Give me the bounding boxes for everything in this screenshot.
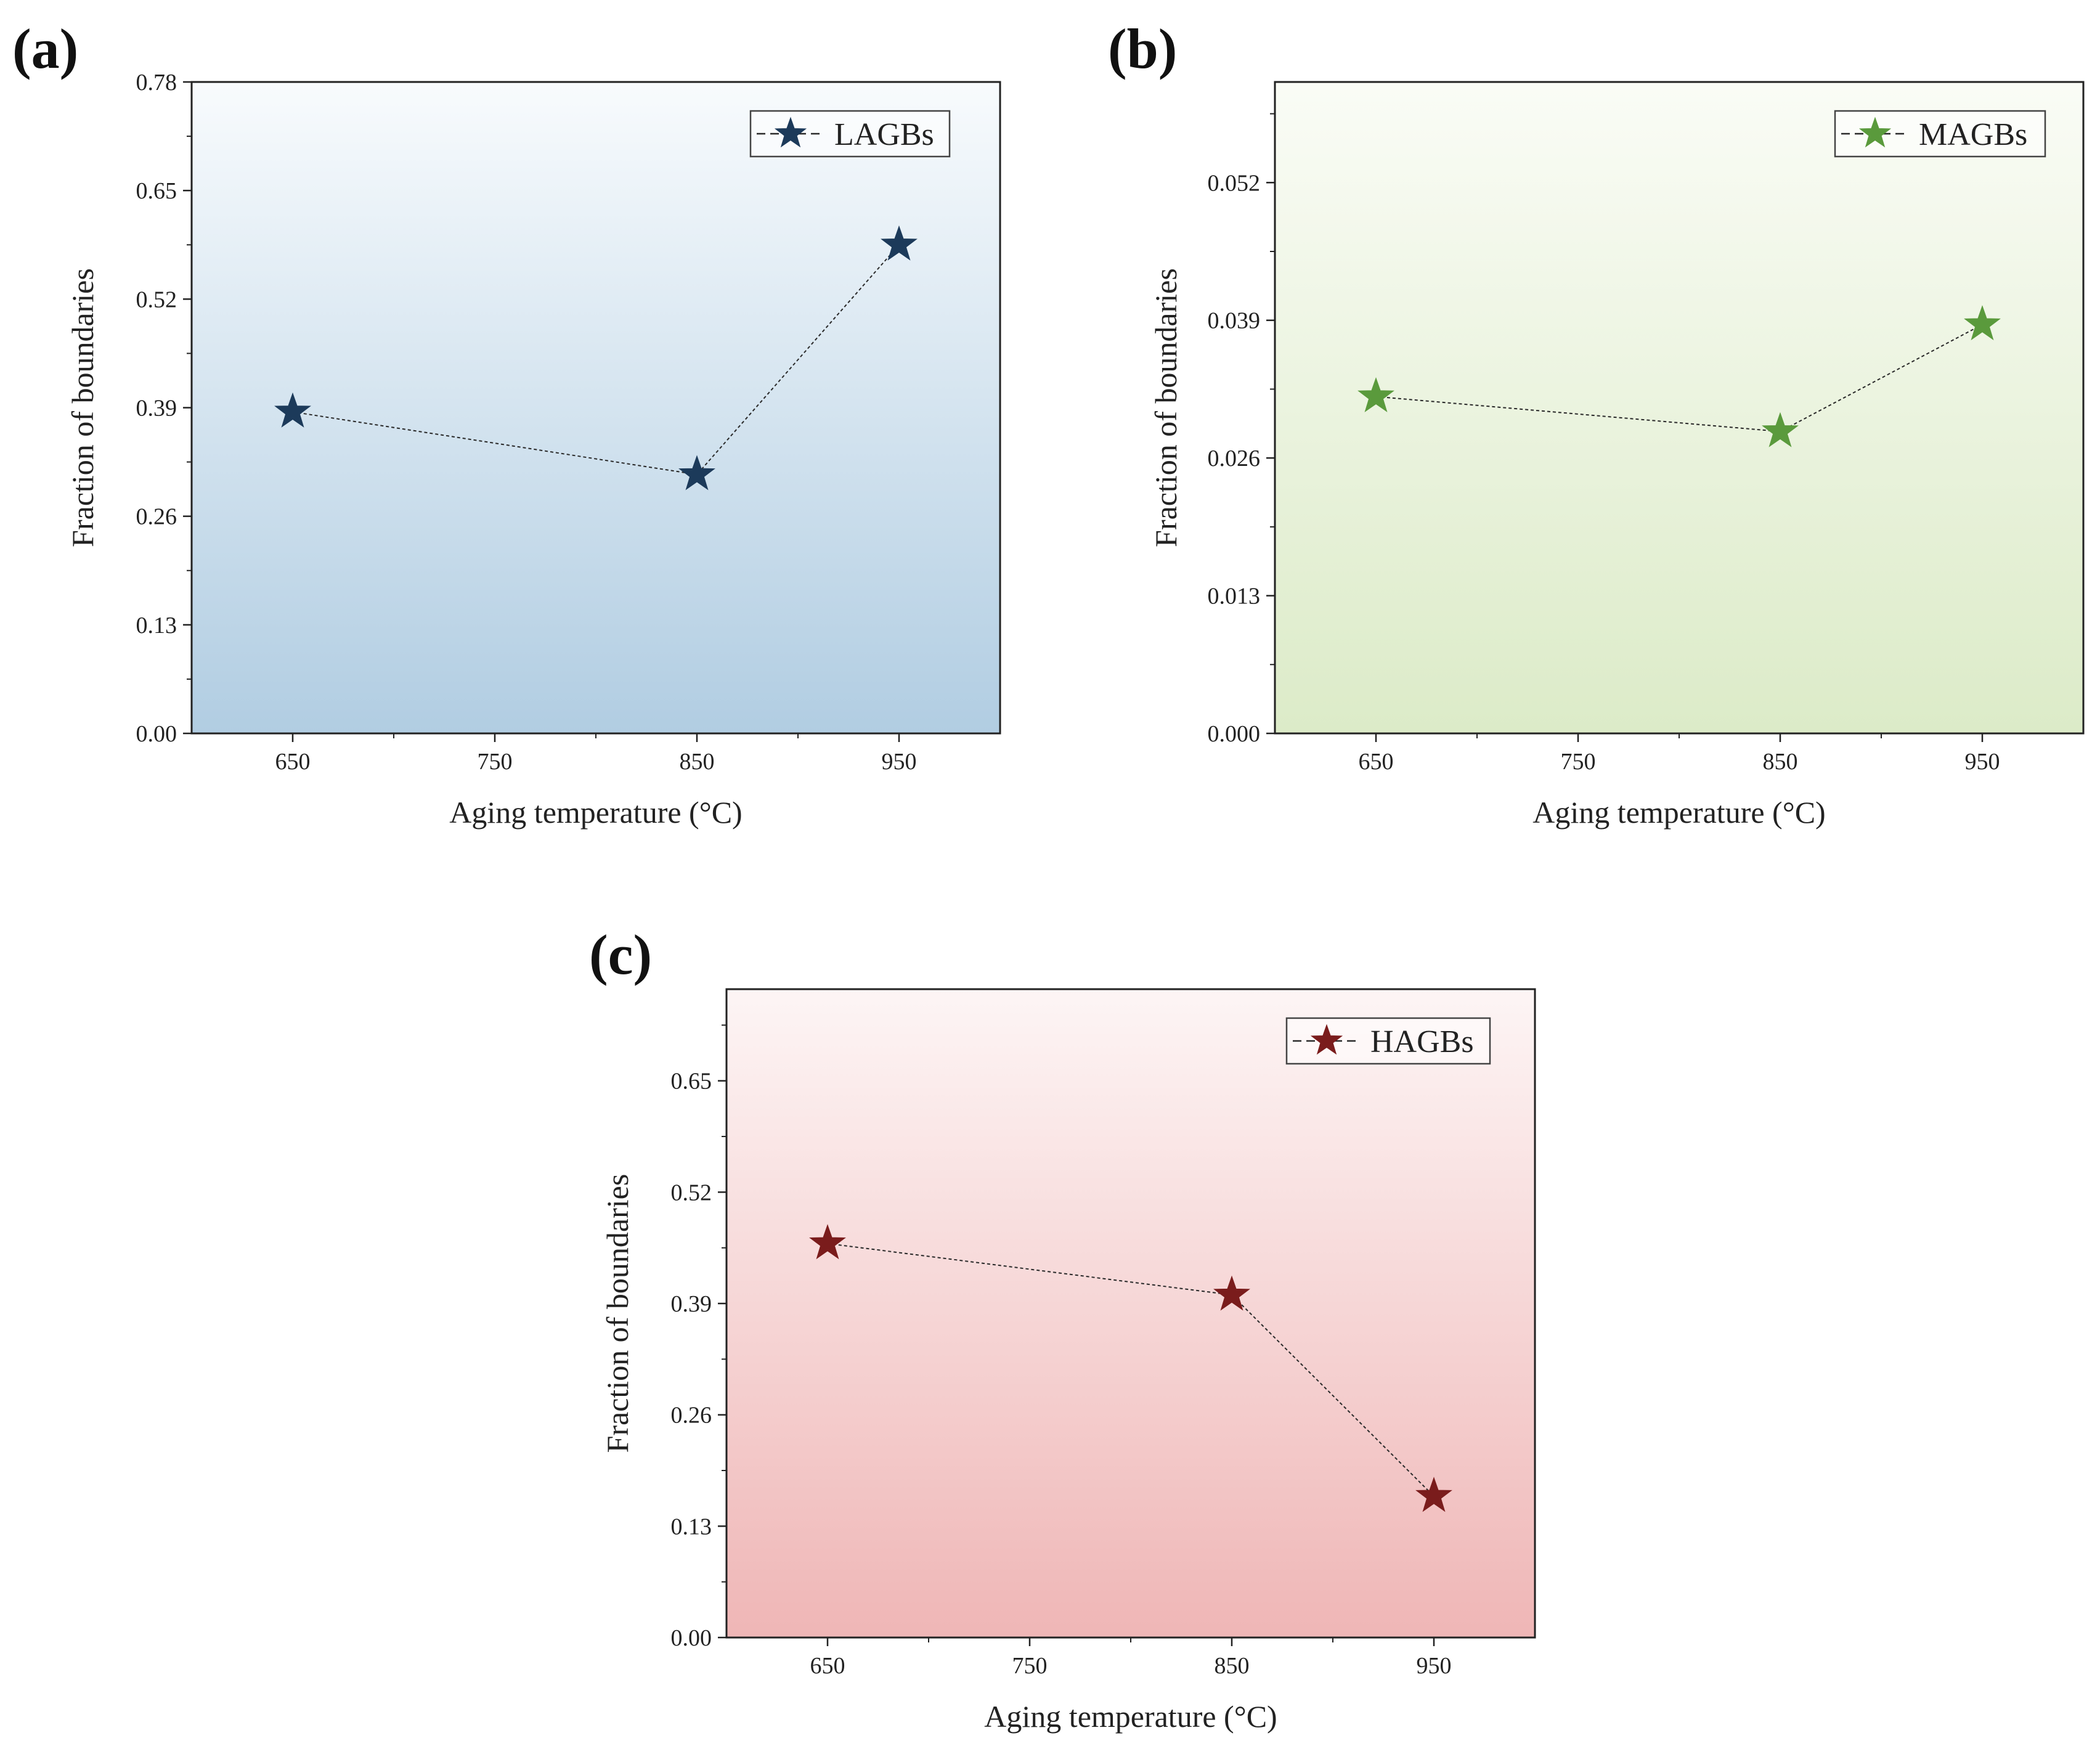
y-tick-label: 0.013: [1208, 584, 1261, 610]
chart-panel-1: (a) 0.00 0.13 0.26 0.39 0.52 0.65 0.78 650 750 850…: [12, 17, 1001, 830]
y-tick-label: 0.052: [1208, 170, 1261, 196]
x-tick-label: 950: [882, 749, 917, 775]
legend-label: MAGBs: [1919, 117, 2027, 152]
y-tick-label: 0.26: [671, 1403, 712, 1429]
x-tick-label: 750: [478, 749, 513, 775]
y-tick-label: 0.65: [671, 1069, 712, 1095]
y-tick-label: 0.13: [136, 613, 177, 638]
x-tick-label: 850: [1215, 1653, 1250, 1679]
x-tick-label: 750: [1012, 1653, 1048, 1679]
plot-background: [726, 989, 1535, 1638]
x-tick-label: 950: [1417, 1653, 1452, 1679]
data-point-star: [809, 1224, 846, 1260]
y-tick-label: 0.039: [1208, 308, 1261, 334]
y-tick-label: 0.26: [136, 504, 177, 530]
legend: LAGBs: [749, 110, 951, 158]
plot-frame: [725, 988, 1536, 1639]
x-tick-label: 850: [680, 749, 715, 775]
data-point-star: [1357, 377, 1394, 412]
x-tick-label: 950: [1965, 749, 2000, 775]
y-tick-label: 0.026: [1208, 446, 1261, 471]
data-point-star: [678, 455, 715, 491]
data-point-star: [1762, 412, 1799, 447]
legend-label: LAGBs: [834, 117, 934, 152]
data-point-star: [881, 225, 918, 261]
x-tick-label: 650: [810, 1653, 845, 1679]
x-axis-title: Aging temperature (°C): [449, 795, 742, 830]
chart-panel-2: (b) 0.000 0.013 0.026 0.039 0.052 650 750 850 950…: [1108, 17, 2085, 830]
plot-frame: [1274, 81, 2085, 735]
data-point-star: [1964, 305, 2001, 341]
legend: MAGBs: [1834, 110, 2046, 158]
y-tick-label: 0.00: [671, 1625, 712, 1651]
chart-panel-3: (c) 0.00 0.13 0.26 0.39 0.52 0.65 650 750 850 950 A…: [589, 923, 1536, 1734]
panel-label: (b): [1108, 17, 1177, 80]
legend-star-icon: [1310, 1024, 1343, 1055]
y-tick-label: 0.52: [671, 1180, 712, 1205]
data-point-star: [1415, 1477, 1452, 1512]
y-axis-title: Fraction of boundaries: [600, 1174, 635, 1453]
panel-label: (c): [589, 923, 652, 986]
x-axis-title: Aging temperature (°C): [1532, 795, 1825, 830]
plot-frame: [190, 81, 1001, 735]
y-tick-label: 0.13: [671, 1514, 712, 1540]
y-tick-label: 0.000: [1208, 721, 1261, 747]
legend-star-icon: [774, 116, 807, 148]
x-tick-label: 850: [1763, 749, 1798, 775]
series-line: [292, 244, 900, 475]
x-tick-label: 650: [275, 749, 311, 775]
data-point-star: [274, 392, 311, 428]
x-tick-label: 650: [1359, 749, 1394, 775]
legend-star-icon: [1858, 116, 1892, 148]
plot-background: [192, 82, 1000, 733]
y-tick-label: 0.52: [136, 287, 177, 312]
data-point-star: [1213, 1275, 1250, 1311]
plot-background: [1275, 82, 2083, 733]
y-tick-label: 0.39: [136, 396, 177, 422]
y-axis-title: Fraction of boundaries: [1149, 268, 1183, 547]
legend: HAGBs: [1285, 1017, 1491, 1065]
y-tick-label: 0.00: [136, 721, 177, 747]
y-tick-label: 0.78: [136, 70, 177, 96]
panel-label: (a): [12, 17, 78, 80]
legend-label: HAGBs: [1370, 1024, 1474, 1059]
x-tick-label: 750: [1561, 749, 1596, 775]
y-axis-title: Fraction of boundaries: [65, 268, 100, 547]
y-tick-label: 0.65: [136, 178, 177, 204]
x-axis-title: Aging temperature (°C): [984, 1699, 1277, 1734]
y-tick-label: 0.39: [671, 1291, 712, 1317]
